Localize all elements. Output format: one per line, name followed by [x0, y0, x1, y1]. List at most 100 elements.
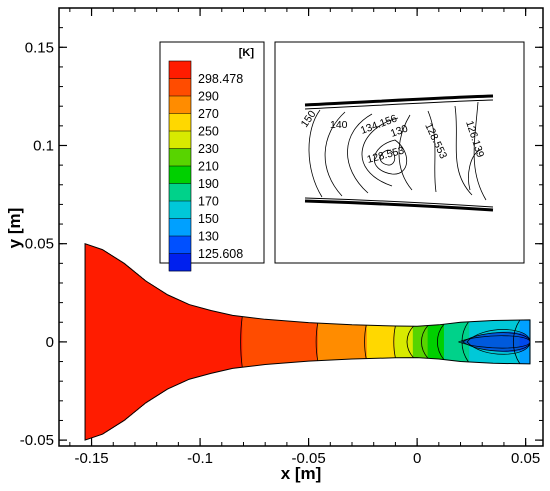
temperature-slice — [366, 325, 369, 359]
temperature-slice — [298, 321, 301, 362]
legend-level-label: 250 — [198, 125, 219, 139]
temperature-slice — [117, 259, 120, 425]
temperature-slice — [177, 299, 180, 385]
temperature-slice — [93, 246, 97, 437]
inset-label: 140 — [330, 119, 348, 131]
temperature-slice — [455, 322, 458, 362]
temperature-slice — [433, 325, 436, 359]
temperature-slice — [196, 306, 199, 378]
temperature-slice — [365, 325, 368, 359]
temperature-slice — [114, 257, 117, 426]
legend-swatch — [169, 113, 191, 132]
x-tick-label: -0.05 — [291, 450, 325, 467]
temperature-slice — [409, 326, 412, 358]
temperature-slice — [120, 261, 123, 423]
plot-frame — [58, 7, 544, 447]
temperature-slice — [350, 324, 353, 360]
y-tick-label: 0.05 — [25, 236, 54, 253]
temperature-slice — [303, 322, 306, 362]
temperature-slice — [96, 247, 99, 436]
temperature-slice — [356, 324, 359, 359]
x-tick-label: -0.1 — [187, 450, 213, 467]
inset-contour-lines — [308, 101, 487, 201]
temperature-slice — [187, 304, 190, 380]
temperature-slice — [157, 289, 160, 395]
temperature-slice — [128, 267, 131, 417]
contour-line — [240, 316, 243, 368]
temperature-slice — [268, 319, 272, 365]
temperature-slice — [85, 243, 88, 440]
temperature-slice — [273, 320, 276, 364]
temperature-slice — [286, 321, 289, 363]
temperature-slice — [265, 319, 269, 365]
temperature-slice — [181, 301, 184, 383]
temperature-slice — [135, 273, 138, 411]
contour-line — [421, 325, 429, 359]
temperature-slice — [90, 245, 94, 438]
temperature-slice — [131, 269, 134, 415]
legend-level-label: 290 — [198, 90, 219, 104]
temperature-slice — [99, 248, 102, 435]
temperature-slice — [288, 321, 291, 363]
temperature-slice — [200, 307, 203, 376]
temperature-slice — [159, 289, 162, 394]
temperature-slice — [263, 319, 266, 365]
temperature-slice — [251, 317, 254, 367]
legend-swatch — [169, 236, 191, 254]
temperature-slice — [384, 325, 387, 359]
temperature-slice — [317, 323, 320, 361]
temperature-slice — [438, 324, 441, 359]
temperature-slice — [368, 325, 371, 359]
temperature-slice — [274, 320, 277, 364]
temperature-slice — [139, 276, 142, 407]
temperature-slice — [392, 325, 395, 358]
temperature-slice — [182, 302, 186, 382]
temperature-slice — [380, 325, 383, 359]
temperature-slice — [144, 280, 147, 404]
temperature-slice — [230, 315, 233, 369]
legend-swatch — [169, 166, 191, 184]
temperature-slice — [383, 325, 386, 359]
temperature-slice — [323, 323, 326, 361]
temperature-slice — [443, 324, 447, 360]
legend-swatch — [169, 78, 191, 97]
temperature-slice — [448, 323, 451, 361]
axis-ticks: -0.15 -0.1 -0.05 0 0.05 -0.05 0 0.05 0.1 0.15 — [20, 8, 543, 467]
temperature-slice — [257, 318, 260, 366]
temperature-slice — [156, 288, 159, 396]
legend-unit: [K] — [239, 47, 255, 59]
contour-line — [406, 325, 414, 358]
temperature-slice — [252, 317, 255, 366]
temperature-slice — [255, 318, 258, 366]
temperature-slice — [372, 325, 375, 359]
temperature-slice — [217, 312, 220, 372]
temperature-slice — [122, 262, 125, 422]
temperature-slice — [430, 325, 433, 359]
temperature-slice — [194, 306, 197, 378]
temperature-slice — [111, 255, 114, 428]
temperature-slice — [162, 291, 165, 392]
temperature-slice — [307, 322, 310, 362]
temperature-slice — [199, 307, 202, 377]
temperature-slice — [397, 326, 401, 358]
temperature-slice — [193, 305, 196, 378]
temperature-slice — [432, 325, 435, 359]
temperature-slice — [415, 326, 418, 358]
temperature-slice — [258, 318, 261, 366]
temperature-slice — [328, 323, 331, 361]
temperature-slice — [294, 321, 297, 363]
temperature-slice — [225, 314, 229, 370]
legend-level-label: 125.608 — [198, 247, 243, 261]
temperature-slice — [116, 258, 119, 426]
temperature-slice — [153, 286, 156, 398]
temperature-slice — [277, 320, 280, 364]
temperature-slice — [142, 279, 145, 405]
legend-level-label: 150 — [198, 212, 219, 226]
temperature-slice — [344, 324, 347, 360]
temperature-slice — [261, 318, 264, 365]
temperature-slice — [329, 323, 332, 361]
temperature-slice — [185, 303, 188, 381]
temperature-slice — [86, 244, 89, 440]
temperature-slice — [205, 309, 208, 375]
y-tick-label: -0.05 — [20, 432, 54, 449]
